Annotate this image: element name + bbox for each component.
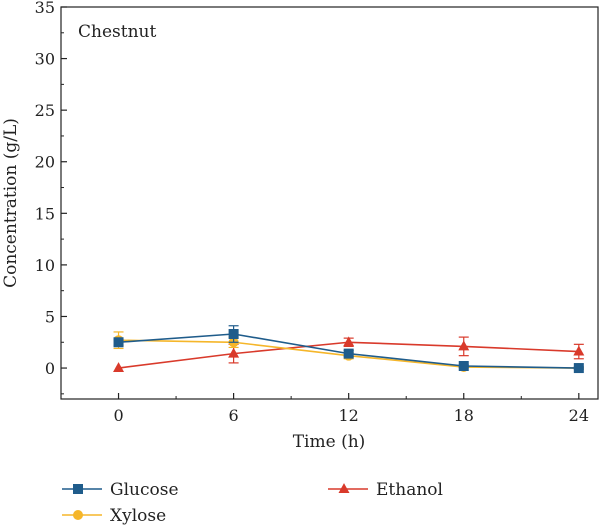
series-glucose bbox=[113, 325, 584, 374]
legend-marker bbox=[338, 483, 350, 493]
chart-annotation: Chestnut bbox=[78, 22, 156, 42]
plot-frame bbox=[60, 6, 599, 400]
y-tick-label: 15 bbox=[35, 204, 55, 223]
legend-marker bbox=[73, 510, 83, 520]
series-layer bbox=[113, 325, 585, 374]
y-tick-label: 25 bbox=[35, 101, 55, 120]
data-point bbox=[458, 340, 470, 351]
data-point bbox=[228, 329, 239, 340]
y-tick-label: 35 bbox=[35, 0, 55, 17]
data-point bbox=[228, 347, 240, 358]
y-tick-label: 10 bbox=[35, 256, 55, 275]
legend-item-xylose: Xylose bbox=[62, 506, 166, 526]
series-ethanol bbox=[113, 336, 585, 373]
legend-item-glucose: Glucose bbox=[62, 480, 179, 500]
legend-marker bbox=[73, 484, 83, 494]
x-tick-label: 6 bbox=[229, 406, 239, 425]
y-axis-title: Concentration (g/L) bbox=[1, 118, 21, 288]
axis-ticks: 0 5 10 15 20 25 30 35 0 6 12 18 24 bbox=[35, 0, 589, 425]
data-point bbox=[573, 363, 584, 374]
x-tick-label: 0 bbox=[113, 406, 123, 425]
legend-item-ethanol: Ethanol bbox=[328, 480, 443, 500]
data-point bbox=[573, 345, 585, 356]
y-tick-label: 5 bbox=[45, 307, 55, 326]
data-point bbox=[458, 360, 469, 371]
legend: Glucose Xylose Ethanol bbox=[62, 480, 443, 526]
y-tick-label: 0 bbox=[45, 359, 55, 378]
y-tick-label: 20 bbox=[35, 153, 55, 172]
data-point bbox=[343, 348, 354, 359]
x-axis-title: Time (h) bbox=[293, 432, 366, 452]
data-point bbox=[343, 336, 355, 347]
legend-label: Xylose bbox=[110, 506, 166, 526]
y-tick-label: 30 bbox=[35, 50, 55, 69]
x-tick-label: 24 bbox=[569, 406, 589, 425]
legend-label: Ethanol bbox=[376, 480, 443, 500]
legend-label: Glucose bbox=[110, 480, 179, 500]
x-tick-label: 18 bbox=[454, 406, 474, 425]
data-point bbox=[113, 337, 124, 348]
data-point bbox=[113, 362, 125, 373]
x-tick-label: 12 bbox=[338, 406, 358, 425]
